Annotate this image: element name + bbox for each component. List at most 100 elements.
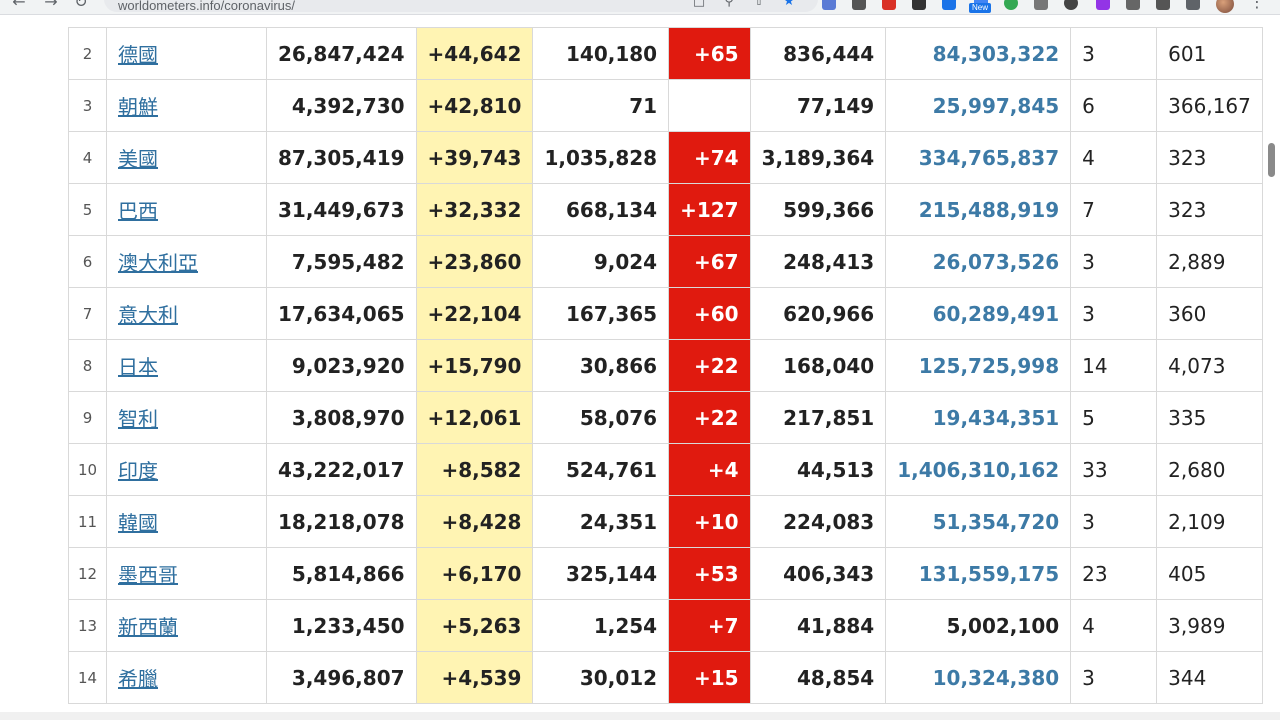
population-cell[interactable]: 131,559,175 (885, 547, 1072, 600)
new-deaths-cell: +22 (668, 339, 751, 392)
extension-puzzle-icon[interactable] (822, 0, 836, 10)
rank-cell: 5 (68, 183, 107, 236)
total-cases-cell: 18,218,078 (266, 495, 417, 548)
population-cell[interactable]: 1,406,310,162 (885, 443, 1072, 496)
extension-location-icon[interactable] (942, 0, 956, 10)
extensions-menu-icon[interactable] (1156, 0, 1170, 10)
total-deaths-cell: 24,351 (532, 495, 670, 548)
country-link[interactable]: 澳大利亞 (118, 251, 198, 275)
extension-grid-icon[interactable] (912, 0, 926, 10)
country-link[interactable]: 智利 (118, 407, 158, 431)
country-cell: 德國 (106, 27, 267, 80)
country-link[interactable]: 日本 (118, 355, 158, 379)
extension-gray-icon[interactable] (1034, 0, 1048, 10)
bookmark-star-icon[interactable]: ★ (783, 0, 795, 9)
zoom-icon[interactable]: ⚲ (724, 0, 734, 9)
new-deaths-cell: +127 (668, 183, 751, 236)
column-10-cell: 3,989 (1156, 599, 1263, 652)
active-cases-cell: 77,149 (749, 79, 887, 132)
column-9-cell: 3 (1070, 287, 1158, 340)
country-cell: 朝鮮 (106, 79, 267, 132)
extension-green-icon[interactable] (1004, 0, 1018, 10)
new-cases-cell: +22,104 (415, 287, 534, 340)
population-cell[interactable]: 51,354,720 (885, 495, 1072, 548)
new-cases-cell: +8,582 (415, 443, 534, 496)
side-panel-icon[interactable] (1186, 0, 1200, 10)
reload-icon[interactable]: ↻ (74, 0, 88, 11)
rank-cell: 2 (68, 27, 107, 80)
new-cases-cell: +39,743 (415, 131, 534, 184)
table-row: 4 美國 87,305,419 +39,743 1,035,828 +74 3,189,36… (68, 131, 1263, 184)
country-link[interactable]: 墨西哥 (118, 563, 178, 587)
column-10-cell: 2,889 (1156, 235, 1263, 288)
column-9-cell: 3 (1070, 235, 1158, 288)
country-link[interactable]: 德國 (118, 43, 158, 67)
total-cases-cell: 5,814,866 (266, 547, 417, 600)
column-9-cell: 23 (1070, 547, 1158, 600)
table-row: 10 印度 43,222,017 +8,582 524,761 +4 44,513 1,406… (68, 443, 1263, 496)
population-cell[interactable]: 19,434,351 (885, 391, 1072, 444)
extension-purple-icon[interactable] (1096, 0, 1110, 10)
scrollbar-thumb[interactable] (1268, 143, 1275, 177)
extension-red-icon[interactable] (882, 0, 896, 10)
column-10-cell: 405 (1156, 547, 1263, 600)
column-9-cell: 3 (1070, 495, 1158, 548)
column-9-cell: 4 (1070, 131, 1158, 184)
country-cell: 韓國 (106, 495, 267, 548)
browser-menu-icon[interactable]: ⋮ (1249, 0, 1265, 11)
country-link[interactable]: 美國 (118, 147, 158, 171)
active-cases-cell: 41,884 (749, 599, 887, 652)
total-deaths-cell: 9,024 (532, 235, 670, 288)
column-9-cell: 4 (1070, 599, 1158, 652)
country-cell: 日本 (106, 339, 267, 392)
total-cases-cell: 31,449,673 (266, 183, 417, 236)
extension-m-icon[interactable] (852, 0, 866, 10)
back-icon[interactable]: ← (12, 0, 26, 11)
total-deaths-cell: 58,076 (532, 391, 670, 444)
new-deaths-cell: +67 (668, 235, 751, 288)
country-link[interactable]: 韓國 (118, 511, 158, 535)
population-cell[interactable]: 60,289,491 (885, 287, 1072, 340)
country-link[interactable]: 希臘 (118, 667, 158, 691)
country-link[interactable]: 意大利 (118, 303, 178, 327)
new-deaths-cell: +10 (668, 495, 751, 548)
new-deaths-cell: +4 (668, 443, 751, 496)
population-cell[interactable]: 125,725,998 (885, 339, 1072, 392)
active-cases-cell: 217,851 (749, 391, 887, 444)
page-bottom-edge (0, 712, 1280, 720)
active-cases-cell: 406,343 (749, 547, 887, 600)
total-cases-cell: 7,595,482 (266, 235, 417, 288)
translate-icon[interactable]: □ (692, 0, 706, 9)
population-cell[interactable]: 334,765,837 (885, 131, 1072, 184)
profile-avatar[interactable] (1216, 0, 1234, 13)
address-bar[interactable]: worldometers.info/coronavirus/ (104, 0, 818, 13)
total-deaths-cell: 140,180 (532, 27, 670, 80)
total-cases-cell: 4,392,730 (266, 79, 417, 132)
total-deaths-cell: 167,365 (532, 287, 670, 340)
population-cell[interactable]: 25,997,845 (885, 79, 1072, 132)
new-cases-cell: +32,332 (415, 183, 534, 236)
population-cell[interactable]: 84,303,322 (885, 27, 1072, 80)
extension-braces-icon[interactable] (1126, 0, 1140, 10)
address-bar-url: worldometers.info/coronavirus/ (118, 0, 296, 13)
population-cell[interactable]: 215,488,919 (885, 183, 1072, 236)
country-link[interactable]: 朝鮮 (118, 95, 158, 119)
country-link[interactable]: 新西蘭 (118, 615, 178, 639)
population-cell[interactable]: 26,073,526 (885, 235, 1072, 288)
country-link[interactable]: 巴西 (118, 199, 158, 223)
new-cases-cell: +12,061 (415, 391, 534, 444)
coronavirus-table: 2 德國 26,847,424 +44,642 140,180 +65 836,444 84,… (68, 27, 1263, 704)
new-deaths-cell: +74 (668, 131, 751, 184)
population-cell[interactable]: 10,324,380 (885, 651, 1072, 704)
table-row: 3 朝鮮 4,392,730 +42,810 71 77,149 25,997,845 6 36… (68, 79, 1263, 132)
country-link[interactable]: 印度 (118, 459, 158, 483)
share-icon[interactable]: ⇧ (753, 0, 765, 9)
column-9-cell: 7 (1070, 183, 1158, 236)
forward-icon[interactable]: → (44, 0, 58, 11)
column-10-cell: 344 (1156, 651, 1263, 704)
extension-chrome-icon[interactable] (1064, 0, 1078, 10)
table-row: 2 德國 26,847,424 +44,642 140,180 +65 836,444 84,… (68, 27, 1263, 80)
country-cell: 希臘 (106, 651, 267, 704)
new-deaths-cell: +65 (668, 27, 751, 80)
country-cell: 印度 (106, 443, 267, 496)
